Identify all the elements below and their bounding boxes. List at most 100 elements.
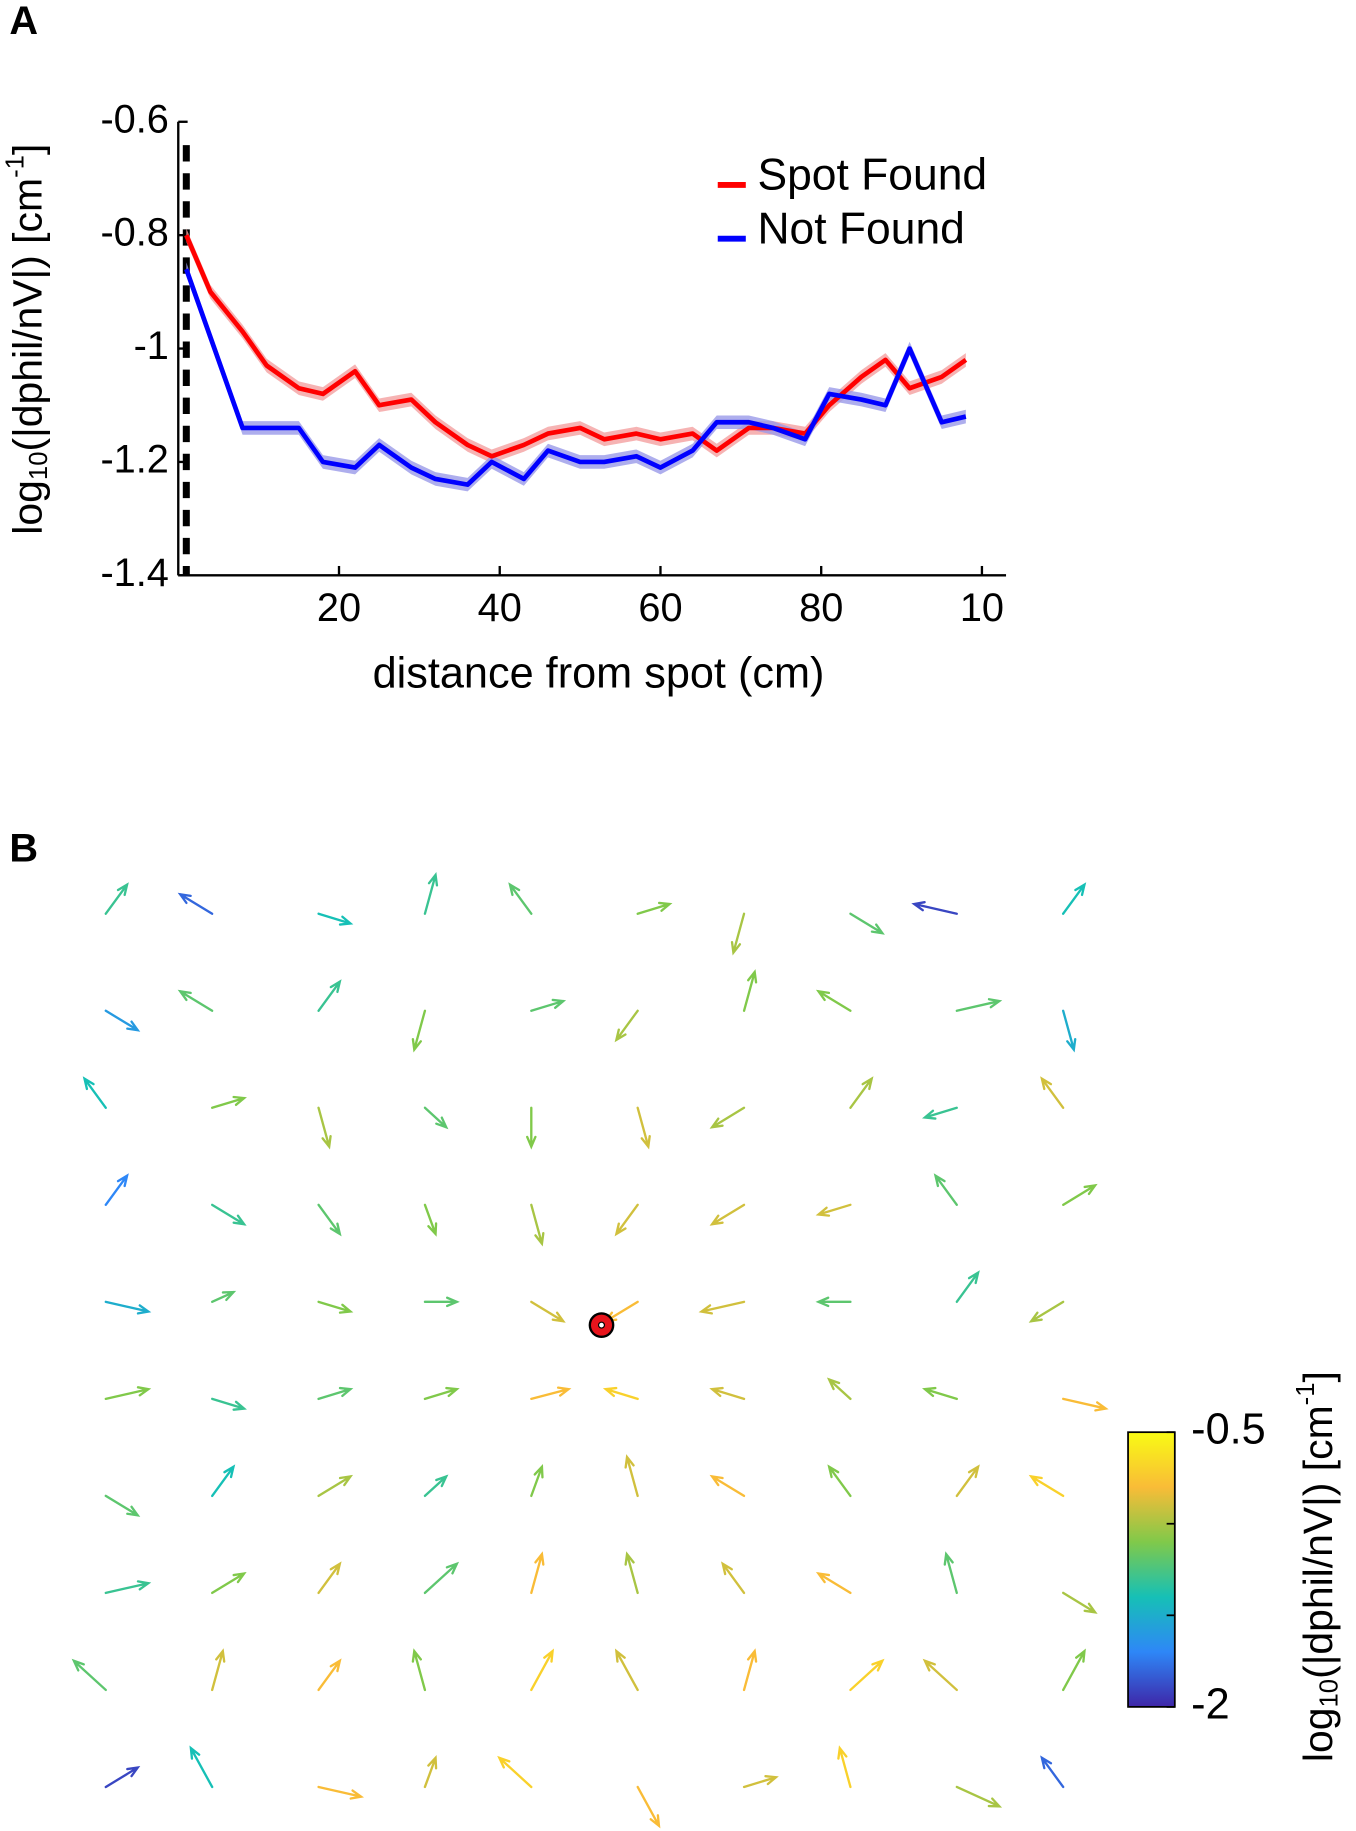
arrow [742, 969, 758, 1012]
arrow [423, 1474, 449, 1498]
arrow [742, 1648, 758, 1692]
arrow [636, 1106, 651, 1150]
arrow [210, 1095, 247, 1109]
y-tick-label: -0.6 [100, 97, 168, 141]
arrow [709, 1106, 746, 1129]
arrow [210, 1203, 247, 1226]
arrow [955, 1464, 980, 1498]
arrow [815, 989, 852, 1012]
arrow [911, 901, 958, 915]
arrow [210, 1571, 247, 1595]
x-tick-label: 40 [478, 586, 522, 630]
arrow [530, 998, 567, 1012]
arrow [82, 1076, 107, 1109]
y-axis-label: log10(|dphil/nV|) [cm-1] [1, 144, 52, 535]
arrow [1062, 1591, 1098, 1614]
arrow [530, 1300, 566, 1323]
arrow [922, 1658, 958, 1692]
x-tick-label: 60 [638, 586, 682, 630]
arrow [411, 1648, 427, 1692]
arrow [1028, 1474, 1065, 1498]
label-part: ] [1295, 1371, 1341, 1382]
arrow [614, 1648, 639, 1692]
arrow [104, 1173, 129, 1206]
arrow [730, 912, 746, 956]
error-band [186, 262, 966, 492]
x-tick-label: 80 [799, 586, 843, 630]
arrow [922, 1386, 958, 1401]
arrow [210, 1290, 237, 1304]
label-part: -1 [1, 155, 29, 178]
arrow [1062, 1648, 1086, 1692]
arrow [1040, 1076, 1065, 1109]
y-tick-label: -0.8 [100, 211, 168, 255]
arrow [837, 1745, 852, 1789]
arrow [636, 1785, 661, 1829]
colorbar-label: log10(|dphil/nV|) [cm-1] [1292, 1371, 1343, 1762]
label-part: log [4, 480, 50, 535]
arrow [815, 1203, 852, 1217]
colorbar [1127, 1431, 1176, 1708]
arrow [815, 1296, 852, 1308]
panel-label: B [9, 827, 38, 871]
arrow [624, 1454, 639, 1498]
arrow [614, 1009, 639, 1043]
arrow [423, 872, 439, 915]
arrow [423, 1106, 449, 1130]
panel-label: A [9, 0, 38, 43]
arrow [411, 1009, 427, 1053]
arrow [849, 912, 885, 935]
arrow [104, 1300, 152, 1315]
label-part: 10 [1315, 1679, 1343, 1708]
arrow [177, 892, 214, 915]
label-part: log [1295, 1708, 1341, 1763]
arrow [636, 901, 673, 915]
arrow [104, 1009, 141, 1032]
arrow [530, 1551, 545, 1595]
arrow [955, 998, 1003, 1012]
arrow [423, 1203, 438, 1237]
arrow [614, 1203, 639, 1237]
label-part: (|dphil/nV|) [cm [4, 178, 50, 452]
arrow [698, 1300, 746, 1315]
arrow [104, 882, 129, 915]
arrow [71, 1658, 107, 1692]
arrow [530, 1386, 572, 1401]
arrow [177, 989, 214, 1012]
arrow [317, 912, 354, 926]
arrow [423, 1755, 438, 1789]
arrow [1040, 1755, 1065, 1789]
label-part: -1 [1292, 1382, 1320, 1405]
arrow [497, 1755, 533, 1789]
arrow [530, 1463, 544, 1498]
arrow [210, 1464, 236, 1498]
arrow [423, 1561, 460, 1595]
arrow [943, 1551, 958, 1595]
arrow [104, 1580, 152, 1595]
arrow [933, 1173, 958, 1206]
arrow [423, 1386, 460, 1401]
arrow [955, 1270, 980, 1304]
arrow [602, 1386, 639, 1401]
arrow [189, 1745, 214, 1789]
arrow [317, 979, 342, 1012]
arrow [526, 1106, 537, 1150]
arrow [826, 1377, 852, 1401]
arrow [955, 1785, 1003, 1808]
arrow [827, 1464, 852, 1498]
arrow [624, 1551, 639, 1595]
arrow [317, 1203, 342, 1237]
arrow [1062, 1397, 1109, 1412]
arrow [1062, 882, 1087, 915]
arrow [508, 882, 533, 915]
arrow [709, 1203, 746, 1226]
arrow [210, 1397, 247, 1411]
arrow [709, 1386, 746, 1401]
arrow [210, 1648, 226, 1692]
y-tick-label: -1.4 [100, 551, 168, 595]
arrow [317, 1386, 354, 1401]
label-part: ] [4, 144, 50, 155]
arrow [104, 1386, 152, 1401]
